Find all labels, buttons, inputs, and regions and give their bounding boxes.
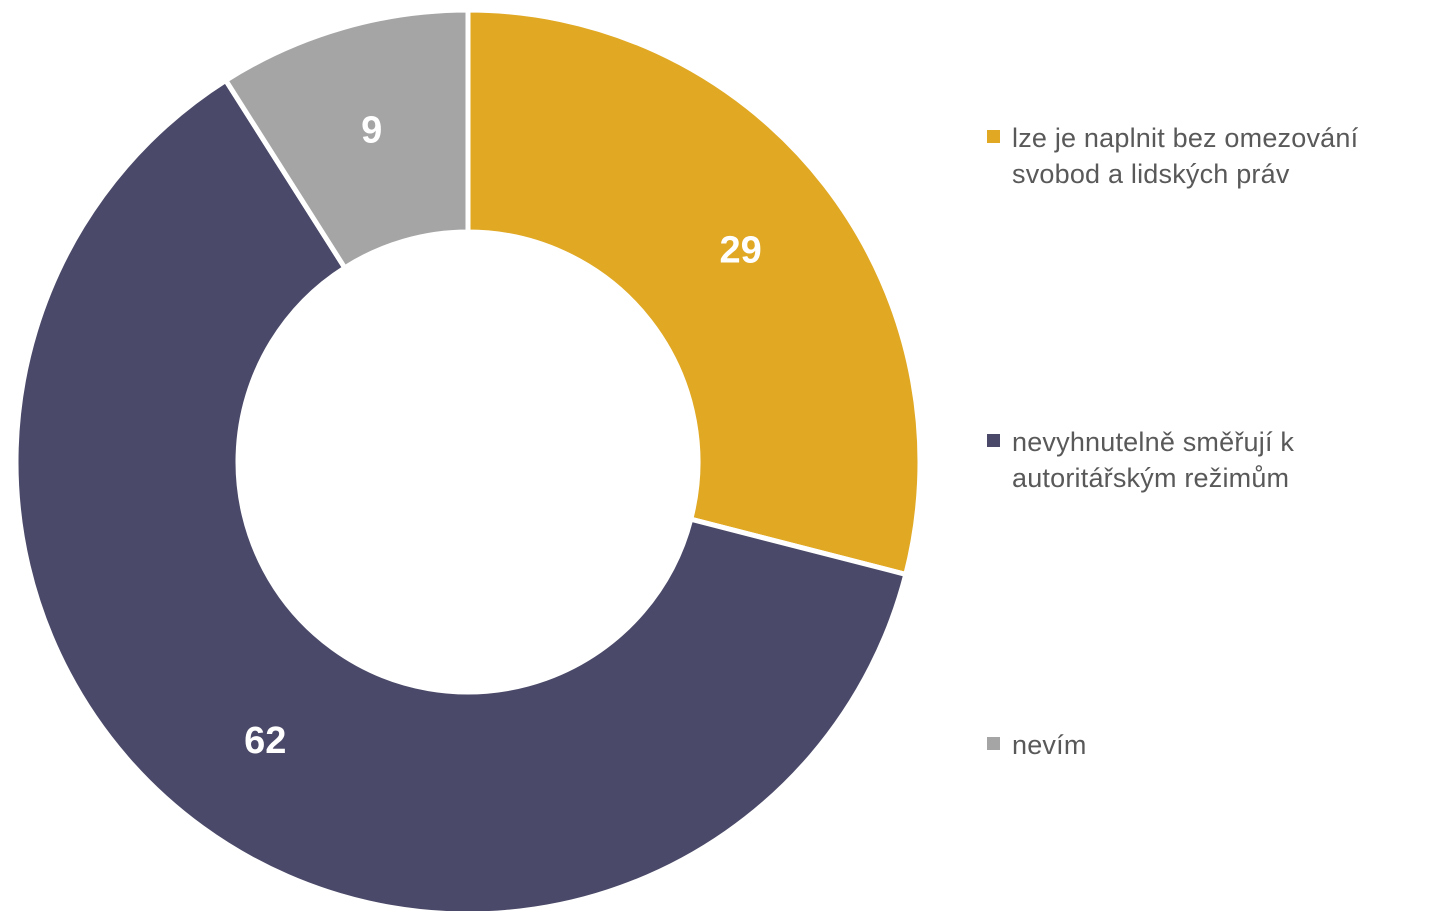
legend-item-1: nevyhnutelně směřují k autoritářským rež… [987,424,1442,496]
data-label-1: 62 [244,720,286,762]
slice-1 [13,76,909,911]
slice-2 [222,7,471,272]
slices [13,7,923,911]
legend-label-0: lze je naplnit bez omezování svobod a li… [1012,123,1359,189]
legend-label-1: nevyhnutelně směřují k autoritářským rež… [1012,427,1295,493]
legend-item-2: nevím [987,727,1442,763]
legend: lze je naplnit bez omezování svobod a li… [987,0,1442,911]
legend-label-2: nevím [1012,730,1087,760]
data-labels: 29 62 9 [244,110,762,762]
legend-swatch-0 [987,130,1000,143]
legend-swatch-1 [987,434,1000,447]
legend-item-0: lze je naplnit bez omezování svobod a li… [987,120,1442,192]
data-label-0: 29 [719,230,761,272]
data-label-2: 9 [361,110,382,152]
slice-0 [465,7,923,578]
legend-swatch-2 [987,737,1000,750]
